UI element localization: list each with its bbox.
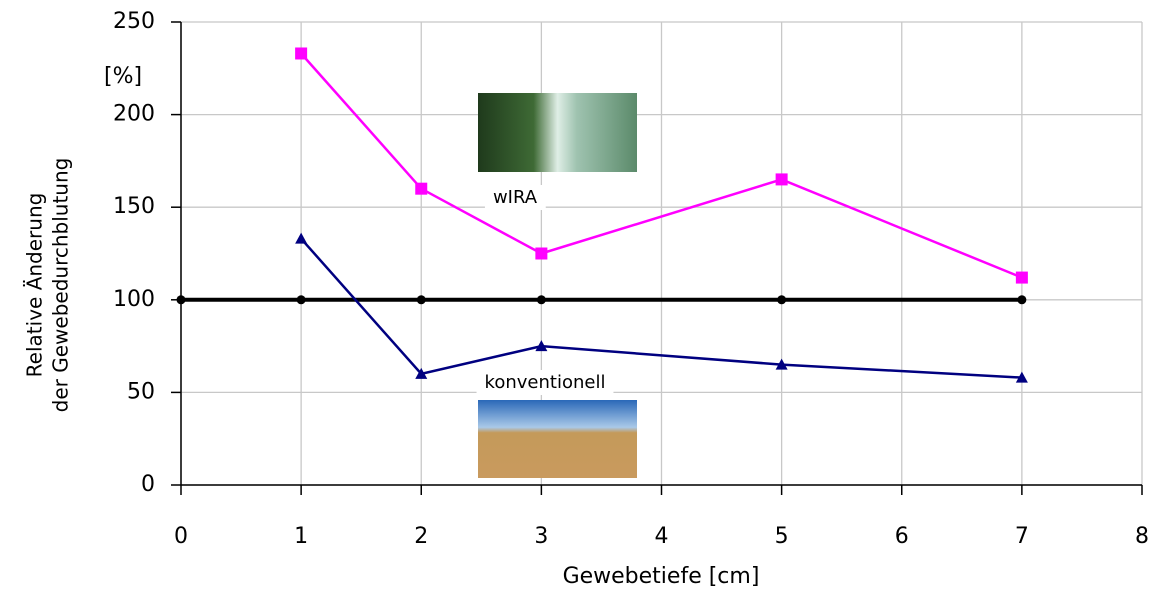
series-label: wIRA bbox=[493, 187, 538, 208]
series-label: konventionell bbox=[485, 372, 606, 393]
marker bbox=[535, 248, 547, 260]
x-tick-label: 2 bbox=[414, 524, 428, 549]
marker bbox=[777, 295, 786, 304]
x-tick-label: 1 bbox=[294, 524, 308, 549]
y-tick-label: 100 bbox=[113, 287, 155, 312]
y-tick-label: 150 bbox=[113, 194, 155, 219]
marker bbox=[417, 295, 426, 304]
marker bbox=[1017, 295, 1026, 304]
x-tick-label: 5 bbox=[775, 524, 789, 549]
marker bbox=[537, 295, 546, 304]
marker bbox=[415, 183, 427, 195]
y-axis-label: der Gewebedurchblutung bbox=[49, 158, 73, 413]
chart: 0 50 100 150 200 250 0 1 2 3 4 5 6 7 8 konventionell wIR… bbox=[0, 0, 1155, 592]
desert-image bbox=[478, 400, 637, 478]
unit-label: [%] bbox=[104, 64, 142, 89]
y-tick-label: 50 bbox=[127, 379, 155, 404]
x-tick-label: 7 bbox=[1015, 524, 1029, 549]
x-tick-label: 6 bbox=[895, 524, 909, 549]
x-tick-label: 8 bbox=[1135, 524, 1149, 549]
marker bbox=[295, 233, 307, 244]
y-tick-label: 0 bbox=[141, 472, 155, 497]
marker bbox=[1016, 272, 1028, 284]
y-axis-label: Relative Änderung bbox=[23, 193, 47, 378]
x-tick-label: 4 bbox=[655, 524, 669, 549]
marker bbox=[295, 47, 307, 59]
y-tick-label: 250 bbox=[113, 9, 155, 34]
x-tick-label: 0 bbox=[174, 524, 188, 549]
y-tick-label: 200 bbox=[113, 102, 155, 127]
marker bbox=[177, 295, 186, 304]
marker bbox=[297, 295, 306, 304]
x-axis-label: Gewebetiefe [cm] bbox=[563, 564, 760, 589]
x-tick-label: 3 bbox=[534, 524, 548, 549]
grid bbox=[181, 22, 1142, 485]
marker bbox=[776, 173, 788, 185]
waterfall-image bbox=[478, 93, 637, 172]
